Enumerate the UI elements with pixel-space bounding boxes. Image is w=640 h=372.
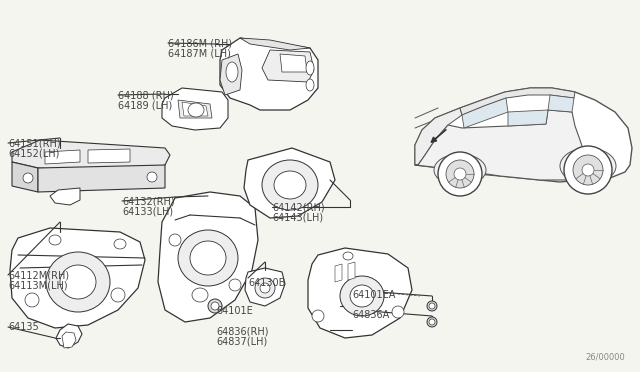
Ellipse shape: [190, 241, 226, 275]
Ellipse shape: [226, 62, 238, 82]
Polygon shape: [415, 110, 610, 180]
Ellipse shape: [229, 279, 241, 291]
Ellipse shape: [255, 278, 275, 298]
Polygon shape: [50, 188, 80, 205]
Ellipse shape: [340, 276, 384, 316]
Ellipse shape: [306, 79, 314, 91]
Text: 64133(LH): 64133(LH): [122, 206, 173, 216]
Ellipse shape: [560, 148, 616, 184]
Ellipse shape: [582, 164, 594, 176]
Polygon shape: [12, 162, 38, 192]
Text: 64836A: 64836A: [352, 310, 389, 320]
Polygon shape: [415, 88, 632, 182]
Polygon shape: [182, 102, 208, 116]
Text: 64188 (RH): 64188 (RH): [118, 90, 173, 100]
Text: 64187M (LH): 64187M (LH): [168, 48, 231, 58]
Text: 64143(LH): 64143(LH): [272, 212, 323, 222]
Polygon shape: [462, 98, 508, 128]
Ellipse shape: [434, 154, 486, 186]
Ellipse shape: [312, 310, 324, 322]
Ellipse shape: [211, 302, 219, 310]
Ellipse shape: [564, 146, 612, 194]
Polygon shape: [460, 88, 575, 115]
Text: 64112M(RH): 64112M(RH): [8, 270, 69, 280]
Ellipse shape: [429, 319, 435, 325]
Polygon shape: [262, 50, 314, 82]
Polygon shape: [178, 100, 212, 118]
Ellipse shape: [427, 301, 437, 311]
Text: 64113M(LH): 64113M(LH): [8, 280, 68, 290]
Polygon shape: [508, 110, 548, 126]
Polygon shape: [548, 95, 574, 112]
Ellipse shape: [446, 160, 474, 188]
Ellipse shape: [49, 235, 61, 245]
Polygon shape: [88, 149, 130, 163]
Polygon shape: [240, 38, 310, 50]
Polygon shape: [280, 54, 307, 72]
Text: 64189 (LH): 64189 (LH): [118, 100, 172, 110]
Polygon shape: [158, 192, 258, 322]
Ellipse shape: [429, 303, 435, 309]
Ellipse shape: [169, 234, 181, 246]
Polygon shape: [38, 165, 165, 192]
Polygon shape: [245, 268, 285, 306]
Ellipse shape: [350, 285, 374, 307]
Text: 64152(LH): 64152(LH): [8, 148, 60, 158]
Ellipse shape: [306, 61, 314, 75]
Polygon shape: [56, 324, 82, 348]
Polygon shape: [220, 38, 318, 110]
Polygon shape: [45, 150, 80, 164]
Ellipse shape: [147, 172, 157, 182]
Ellipse shape: [343, 252, 353, 260]
Text: 64837(LH): 64837(LH): [216, 336, 268, 346]
Ellipse shape: [23, 173, 33, 183]
Polygon shape: [244, 148, 335, 218]
Ellipse shape: [427, 317, 437, 327]
Ellipse shape: [25, 293, 39, 307]
Polygon shape: [220, 54, 242, 95]
Ellipse shape: [454, 168, 466, 180]
Text: 64142(RH): 64142(RH): [272, 202, 324, 212]
Ellipse shape: [60, 265, 96, 299]
Text: 64135: 64135: [8, 322, 39, 332]
Ellipse shape: [114, 239, 126, 249]
Ellipse shape: [178, 230, 238, 286]
Text: 64130B: 64130B: [248, 278, 285, 288]
Polygon shape: [348, 262, 355, 280]
Ellipse shape: [438, 152, 482, 196]
Ellipse shape: [188, 103, 204, 117]
Ellipse shape: [260, 283, 270, 293]
Ellipse shape: [392, 306, 404, 318]
Text: 64132(RH): 64132(RH): [122, 196, 175, 206]
Text: 64836(RH): 64836(RH): [216, 326, 269, 336]
Polygon shape: [12, 140, 170, 173]
Text: 64186M (RH): 64186M (RH): [168, 38, 232, 48]
Text: 26/00000: 26/00000: [585, 353, 625, 362]
Ellipse shape: [573, 155, 603, 185]
Polygon shape: [162, 88, 228, 130]
Ellipse shape: [208, 299, 222, 313]
Ellipse shape: [274, 171, 306, 199]
Text: 64101E: 64101E: [216, 306, 253, 316]
Ellipse shape: [262, 160, 318, 210]
Polygon shape: [415, 108, 462, 165]
Ellipse shape: [111, 288, 125, 302]
Polygon shape: [308, 248, 412, 338]
Ellipse shape: [192, 288, 208, 302]
Polygon shape: [10, 228, 145, 328]
Polygon shape: [62, 332, 76, 348]
Text: 64101EA: 64101EA: [352, 290, 396, 300]
Text: 64151(RH): 64151(RH): [8, 138, 61, 148]
Ellipse shape: [46, 252, 110, 312]
Polygon shape: [335, 264, 342, 282]
